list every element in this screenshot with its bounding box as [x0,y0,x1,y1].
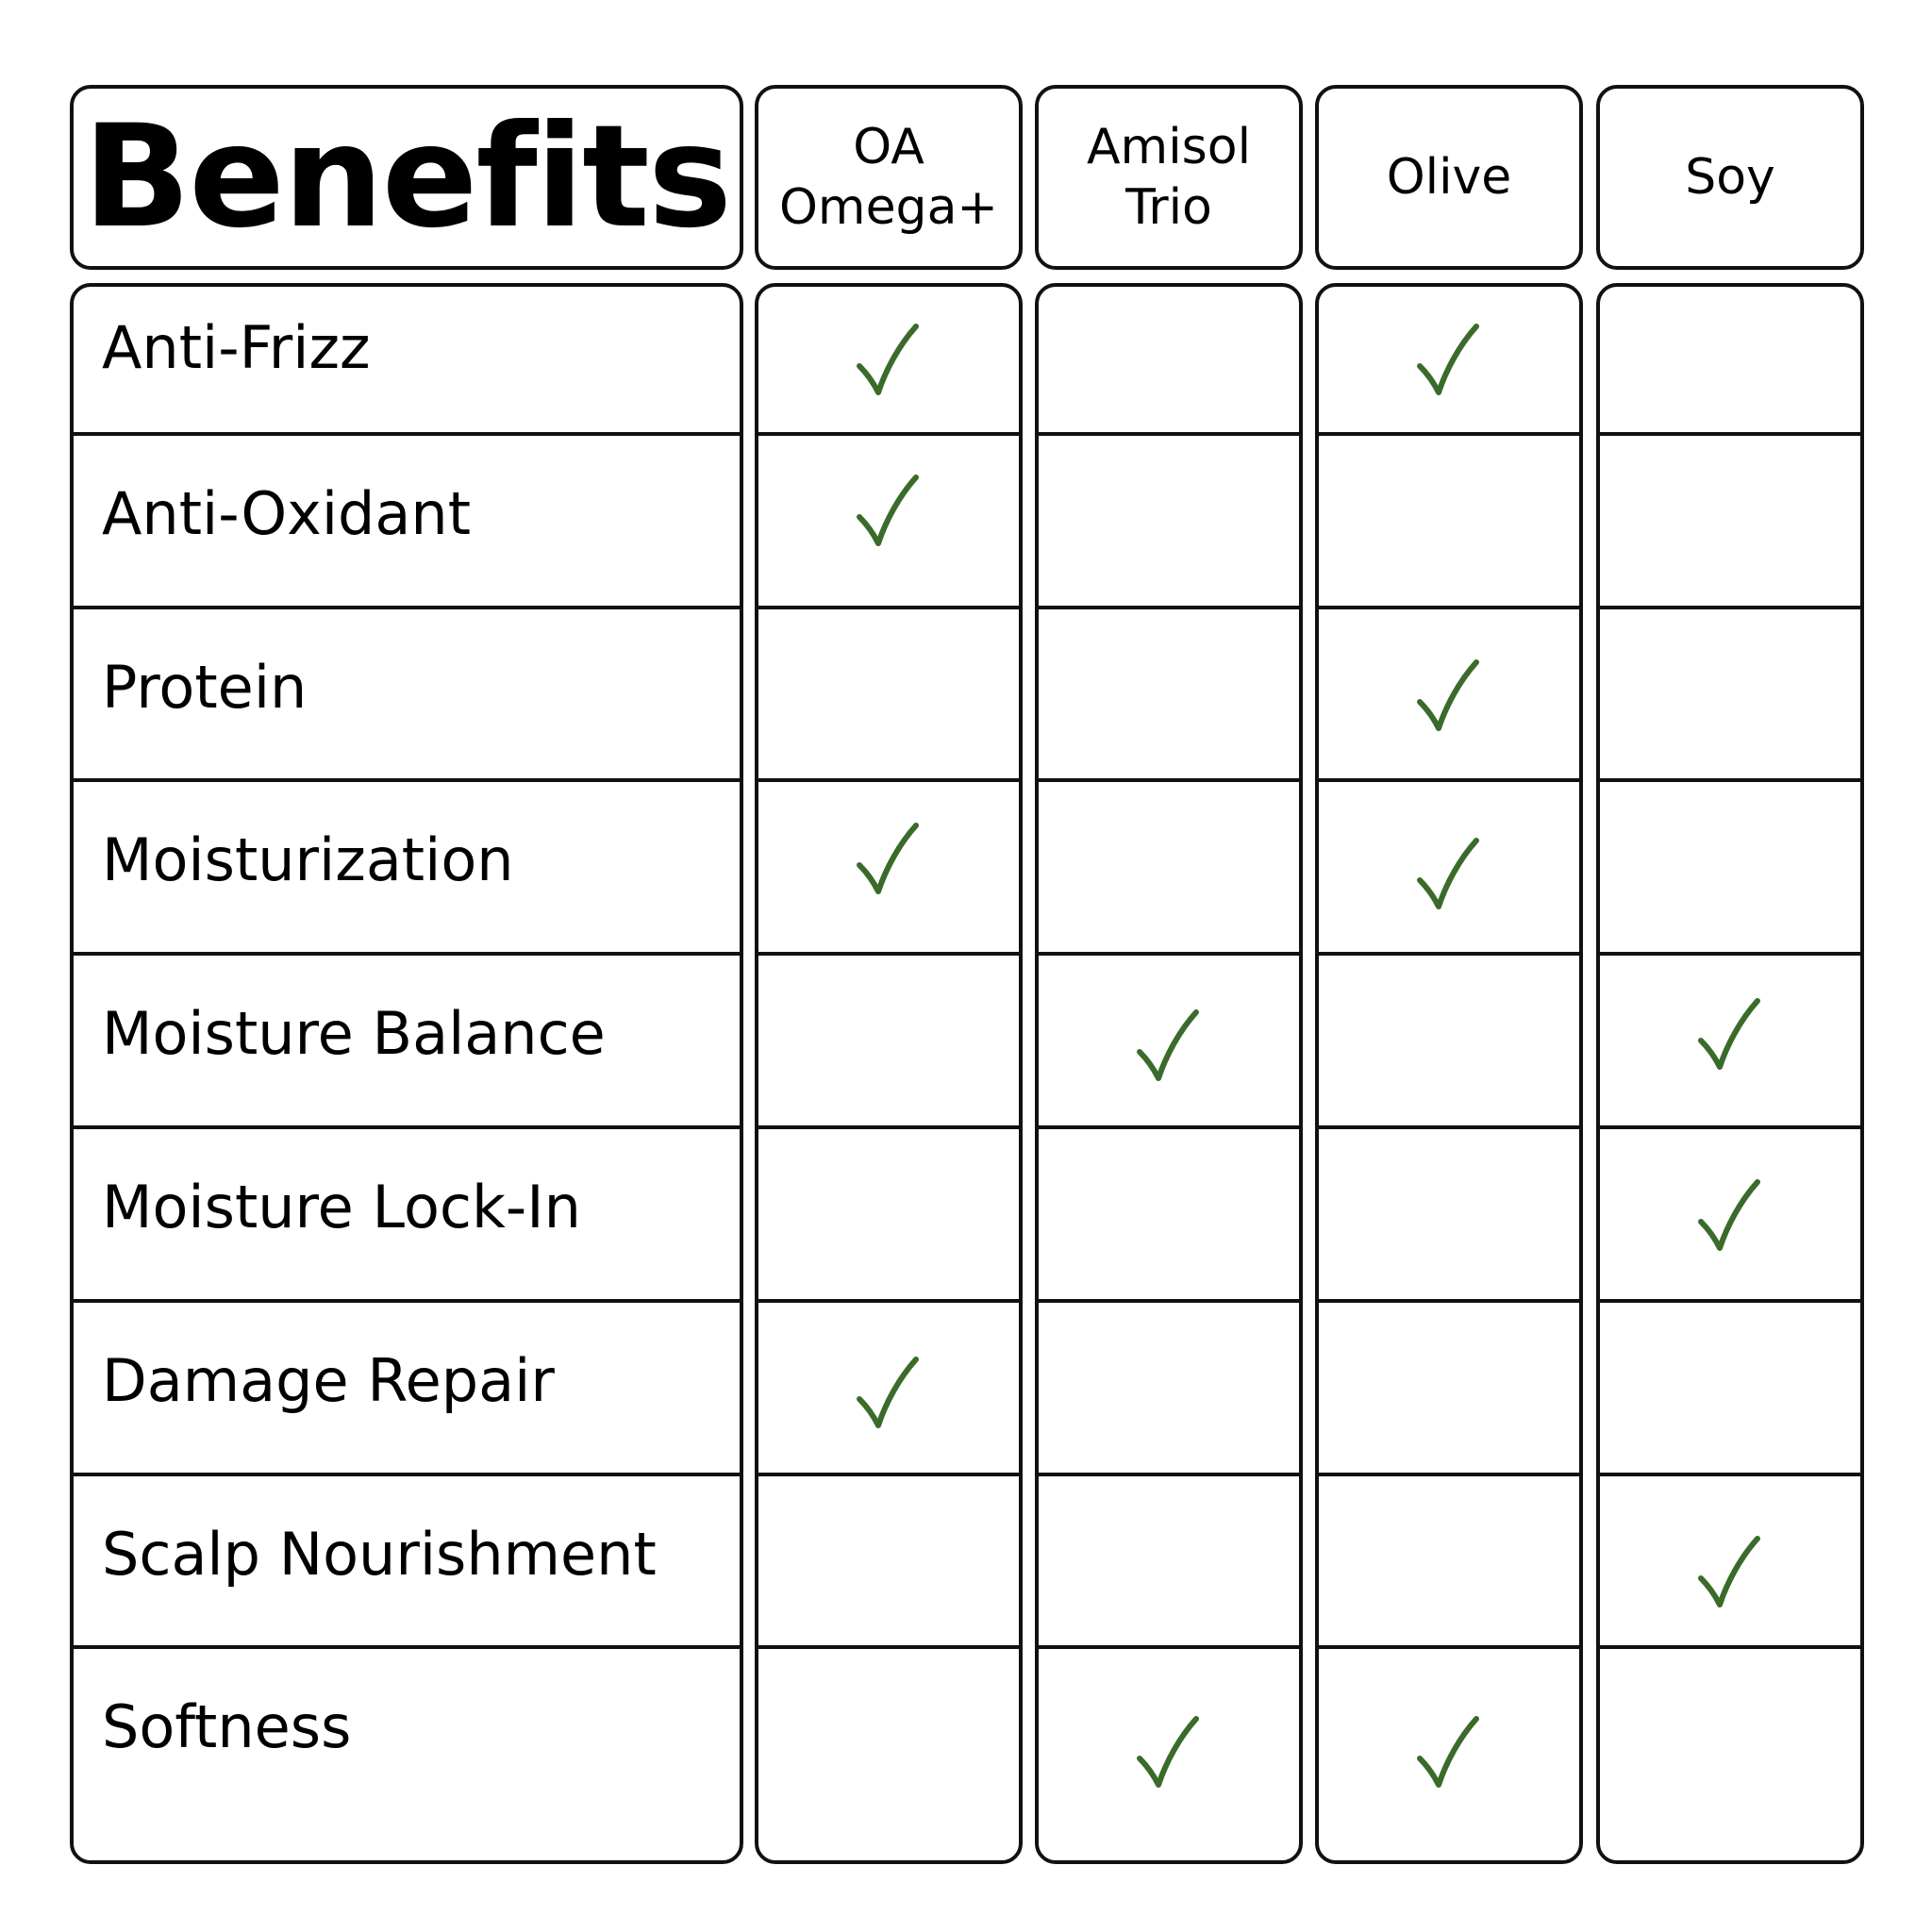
check-cell [1039,1129,1299,1303]
check-cell [1039,956,1299,1129]
check-cell [758,1129,1019,1303]
check-cell [758,609,1019,782]
check-cell [1039,1303,1299,1476]
checkmark-icon [856,474,922,549]
check-cell [758,956,1019,1129]
benefit-row: Moisturization [74,782,740,956]
amisol-trio-column [1035,283,1303,1864]
check-cell [1039,287,1299,436]
column-header-soy: Soy [1596,85,1864,270]
checkmark-icon [1416,837,1482,912]
checkmark-icon [1697,1178,1763,1254]
checkmark-icon [1697,997,1763,1073]
benefits-title: Benefits [82,95,732,259]
check-cell [1039,1476,1299,1649]
check-cell [1039,782,1299,956]
checkmark-icon [1416,1715,1482,1790]
column-header-amisol-trio: Amisol Trio [1035,85,1303,270]
check-cell [1319,1129,1579,1303]
check-cell [1319,1649,1579,1860]
column-header-label: Soy [1685,149,1775,206]
benefit-row: Anti-Frizz [74,287,740,436]
benefits-header: Benefits [70,85,743,270]
benefit-row: Softness [74,1649,740,1860]
column-header-olive: Olive [1315,85,1583,270]
column-header-label: Olive [1386,149,1512,206]
check-cell [1600,287,1860,436]
check-cell [1319,436,1579,609]
checkmark-icon [856,1356,922,1431]
check-cell [1319,287,1579,436]
benefit-label: Scalp Nourishment [102,1520,657,1589]
check-cell [1600,609,1860,782]
benefit-label: Moisturization [102,825,514,894]
check-cell [1600,956,1860,1129]
benefit-row: Moisture Balance [74,956,740,1129]
check-cell [1039,436,1299,609]
oa-omega-column [755,283,1023,1864]
benefit-label-column: Anti-Frizz Anti-Oxidant Protein Moisturizat… [70,283,743,1864]
checkmark-icon [1136,1715,1202,1790]
check-cell [1319,1476,1579,1649]
checkmark-icon [1416,658,1482,734]
check-cell [758,436,1019,609]
benefit-row: Moisture Lock-In [74,1129,740,1303]
benefit-label: Protein [102,653,308,722]
column-header-oa-omega: OA Omega+ [755,85,1023,270]
benefit-label: Anti-Frizz [102,313,371,382]
benefit-row: Anti-Oxidant [74,436,740,609]
benefit-label: Moisture Lock-In [102,1173,581,1241]
check-cell [1319,1303,1579,1476]
check-cell [1039,1649,1299,1860]
checkmark-icon [856,822,922,897]
check-cell [758,287,1019,436]
check-cell [1319,782,1579,956]
check-cell [1600,1649,1860,1860]
benefit-row: Protein [74,609,740,782]
checkmark-icon [1136,1008,1202,1084]
check-cell [1600,1476,1860,1649]
benefit-label: Moisture Balance [102,999,606,1068]
benefit-row: Damage Repair [74,1303,740,1476]
check-cell [758,782,1019,956]
column-header-label: Amisol Trio [1086,119,1252,236]
benefit-row: Scalp Nourishment [74,1476,740,1649]
check-cell [1319,609,1579,782]
check-cell [1600,436,1860,609]
check-cell [758,1476,1019,1649]
benefit-label: Anti-Oxidant [102,479,472,548]
column-header-label: OA Omega+ [778,119,999,236]
soy-column [1596,283,1864,1864]
checkmark-icon [1697,1535,1763,1610]
check-cell [758,1649,1019,1860]
check-cell [1600,1303,1860,1476]
checkmark-icon [856,323,922,398]
check-cell [1600,782,1860,956]
checkmark-icon [1416,323,1482,398]
check-cell [1319,956,1579,1129]
check-cell [1600,1129,1860,1303]
olive-column [1315,283,1583,1864]
check-cell [758,1303,1019,1476]
benefit-label: Softness [102,1692,352,1761]
benefit-label: Damage Repair [102,1346,555,1415]
check-cell [1039,609,1299,782]
